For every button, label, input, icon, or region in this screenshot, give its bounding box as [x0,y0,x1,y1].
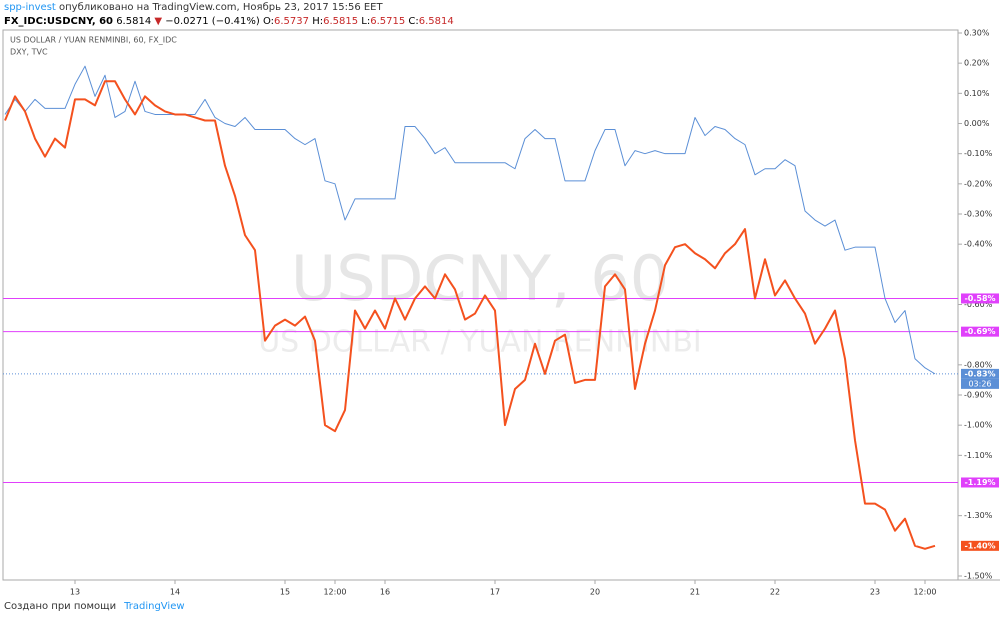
header-segment: 6.5715 [370,16,406,27]
price-label-box [961,540,999,551]
x-tick-label: 16 [380,588,390,597]
price-label: -0.83% [964,369,995,378]
x-tick-label: 14 [170,588,180,597]
y-tick-label: 0.30% [964,29,990,38]
header: spp-invest опубликовано на TradingView.c… [4,1,454,29]
header-segment: 6.5737 [274,16,310,27]
level-label-box [961,477,999,488]
level-label: -0.58% [964,294,995,303]
x-tick-label: 17 [490,588,500,597]
y-tick-label: -1.10% [964,451,993,460]
header-line-2: FX_IDC:USDCNY, 60 6.5814 ▼ −0.0271 (−0.4… [4,15,454,29]
y-tick-label: -1.00% [964,421,993,430]
y-tick-label: 0.00% [964,119,990,128]
footer-link[interactable]: TradingView [124,601,185,612]
y-tick-label: -0.30% [964,210,993,219]
y-tick-label: -1.50% [964,572,993,581]
header-segment: 6.5814 [113,16,155,27]
x-tick-label: 23 [870,588,880,597]
header-segment: L: [358,16,371,27]
countdown: 03:26 [968,379,991,388]
header-segment: H: [309,16,324,27]
header-segment: −0.0271 (−0.41%) [162,16,263,27]
countdown-box [961,378,999,389]
x-tick-label: 20 [590,588,600,597]
header-segment: FX_IDC:USDCNY, 60 [4,16,114,27]
x-tick-label: 22 [770,588,780,597]
header-segment: опубликовано на TradingView.com, Ноябрь … [55,2,383,13]
y-tick-label: -0.20% [964,179,993,188]
level-label: -0.69% [964,327,995,336]
x-tick-label: 12:00 [323,588,346,597]
y-tick-label: -0.40% [964,240,993,249]
header-segment: 6.5814 [418,16,454,27]
x-tick-label: 13 [70,588,80,597]
header-segment: O: [262,16,275,27]
watermark: US DOLLAR / YUAN RENMINBI [258,325,702,360]
x-tick-label: 21 [690,588,700,597]
y-tick-label: -0.90% [964,391,993,400]
series-line [4,80,936,550]
header-line-1: spp-invest опубликовано на TradingView.c… [4,1,454,15]
level-label-box [961,293,999,304]
y-tick-label: -0.60% [964,300,993,309]
y-tick-label: -0.10% [964,149,993,158]
level-label: -1.19% [964,478,995,487]
x-tick-label: 15 [280,588,290,597]
footer: Создано при помощи TradingView [4,601,185,612]
y-tick-label: 0.20% [964,59,990,68]
price-label: -1.40% [964,541,995,550]
y-tick-label: -1.30% [964,511,993,520]
header-segment: C: [405,16,419,27]
footer-text: Создано при помощи [4,601,117,612]
header-segment[interactable]: spp-invest [4,2,56,13]
price-label-box [961,368,999,379]
series-line [4,65,936,375]
legend-entry: DXY, TVC [10,48,48,57]
legend-entry: US DOLLAR / YUAN RENMINBI, 60, FX_IDC [10,36,177,45]
header-segment: 6.5815 [323,16,359,27]
y-tick-label: -0.80% [964,360,993,369]
header-segment: ▼ [154,16,163,27]
level-label-box [961,326,999,337]
x-tick-label: 12:00 [913,588,936,597]
y-tick-label: 0.10% [964,89,990,98]
